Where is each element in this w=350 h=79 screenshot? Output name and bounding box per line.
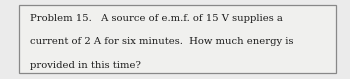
Text: Problem 15.   A source of e.m.f. of 15 V supplies a: Problem 15. A source of e.m.f. of 15 V s…	[30, 14, 283, 23]
Text: provided in this time?: provided in this time?	[30, 61, 141, 70]
FancyBboxPatch shape	[19, 5, 336, 73]
Text: current of 2 A for six minutes.  How much energy is: current of 2 A for six minutes. How much…	[30, 37, 293, 46]
